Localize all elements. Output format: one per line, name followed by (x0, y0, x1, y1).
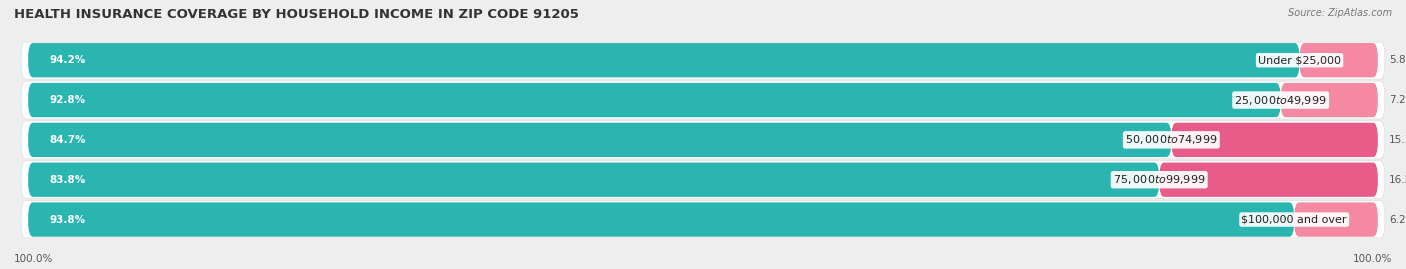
FancyBboxPatch shape (21, 81, 1385, 119)
FancyBboxPatch shape (21, 201, 1385, 239)
Text: 84.7%: 84.7% (49, 135, 86, 145)
Text: $75,000 to $99,999: $75,000 to $99,999 (1114, 173, 1205, 186)
FancyBboxPatch shape (1294, 202, 1378, 237)
Text: 93.8%: 93.8% (49, 215, 86, 225)
FancyBboxPatch shape (28, 83, 1281, 117)
FancyBboxPatch shape (1171, 123, 1378, 157)
FancyBboxPatch shape (21, 121, 1385, 159)
Text: Under $25,000: Under $25,000 (1258, 55, 1341, 65)
Text: HEALTH INSURANCE COVERAGE BY HOUSEHOLD INCOME IN ZIP CODE 91205: HEALTH INSURANCE COVERAGE BY HOUSEHOLD I… (14, 8, 579, 21)
Text: $50,000 to $74,999: $50,000 to $74,999 (1125, 133, 1218, 146)
Text: 7.2%: 7.2% (1389, 95, 1406, 105)
FancyBboxPatch shape (1281, 83, 1378, 117)
Text: Source: ZipAtlas.com: Source: ZipAtlas.com (1288, 8, 1392, 18)
FancyBboxPatch shape (28, 123, 1171, 157)
FancyBboxPatch shape (21, 41, 1385, 79)
Text: 5.8%: 5.8% (1389, 55, 1406, 65)
Text: 16.2%: 16.2% (1389, 175, 1406, 185)
FancyBboxPatch shape (28, 43, 1299, 77)
Text: 15.3%: 15.3% (1389, 135, 1406, 145)
FancyBboxPatch shape (1299, 43, 1378, 77)
Text: 94.2%: 94.2% (49, 55, 86, 65)
Text: $100,000 and over: $100,000 and over (1241, 215, 1347, 225)
Text: 6.2%: 6.2% (1389, 215, 1406, 225)
Text: $25,000 to $49,999: $25,000 to $49,999 (1234, 94, 1327, 107)
FancyBboxPatch shape (21, 161, 1385, 199)
FancyBboxPatch shape (28, 162, 1159, 197)
FancyBboxPatch shape (28, 202, 1294, 237)
FancyBboxPatch shape (1159, 162, 1378, 197)
Text: 83.8%: 83.8% (49, 175, 86, 185)
Text: 92.8%: 92.8% (49, 95, 86, 105)
Text: 100.0%: 100.0% (14, 254, 53, 264)
Text: 100.0%: 100.0% (1353, 254, 1392, 264)
